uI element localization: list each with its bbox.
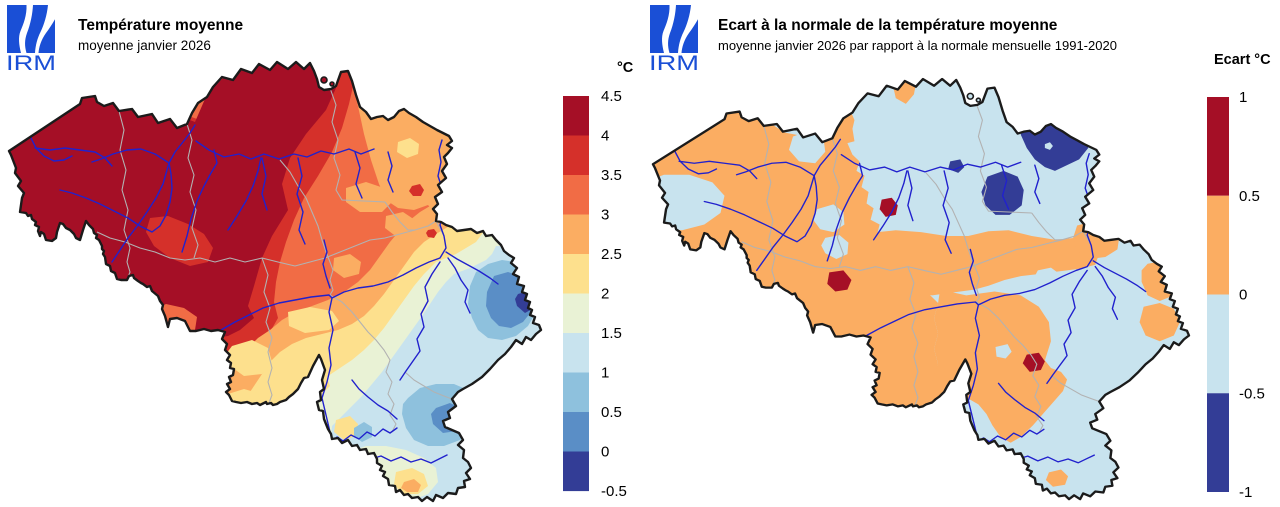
svg-text:1.5: 1.5 xyxy=(601,325,622,342)
svg-text:-0.5: -0.5 xyxy=(601,483,627,500)
svg-text:°C: °C xyxy=(617,60,634,76)
svg-text:1: 1 xyxy=(601,365,609,382)
svg-text:-0.5: -0.5 xyxy=(1239,385,1265,402)
svg-text:0.5: 0.5 xyxy=(601,404,622,421)
svg-text:4.5: 4.5 xyxy=(601,88,622,105)
svg-text:moyenne janvier 2026 par rappo: moyenne janvier 2026 par rapport à la no… xyxy=(718,38,1117,53)
svg-text:0: 0 xyxy=(1239,287,1247,304)
svg-text:-1: -1 xyxy=(1239,484,1252,501)
svg-text:Ecart à la normale de la tempé: Ecart à la normale de la température moy… xyxy=(718,17,1058,34)
svg-text:4: 4 xyxy=(601,128,609,145)
svg-text:Ecart °C: Ecart °C xyxy=(1214,52,1271,68)
svg-text:IRM: IRM xyxy=(649,52,699,75)
svg-text:3: 3 xyxy=(601,207,609,224)
svg-text:2.5: 2.5 xyxy=(601,246,622,263)
svg-text:2: 2 xyxy=(601,286,609,303)
svg-text:Température moyenne: Température moyenne xyxy=(78,17,243,34)
svg-text:0.5: 0.5 xyxy=(1239,188,1260,205)
svg-text:0: 0 xyxy=(601,444,609,461)
svg-text:IRM: IRM xyxy=(6,52,56,75)
svg-text:moyenne janvier 2026: moyenne janvier 2026 xyxy=(78,38,211,53)
svg-text:1: 1 xyxy=(1239,89,1247,106)
svg-text:3.5: 3.5 xyxy=(601,167,622,184)
